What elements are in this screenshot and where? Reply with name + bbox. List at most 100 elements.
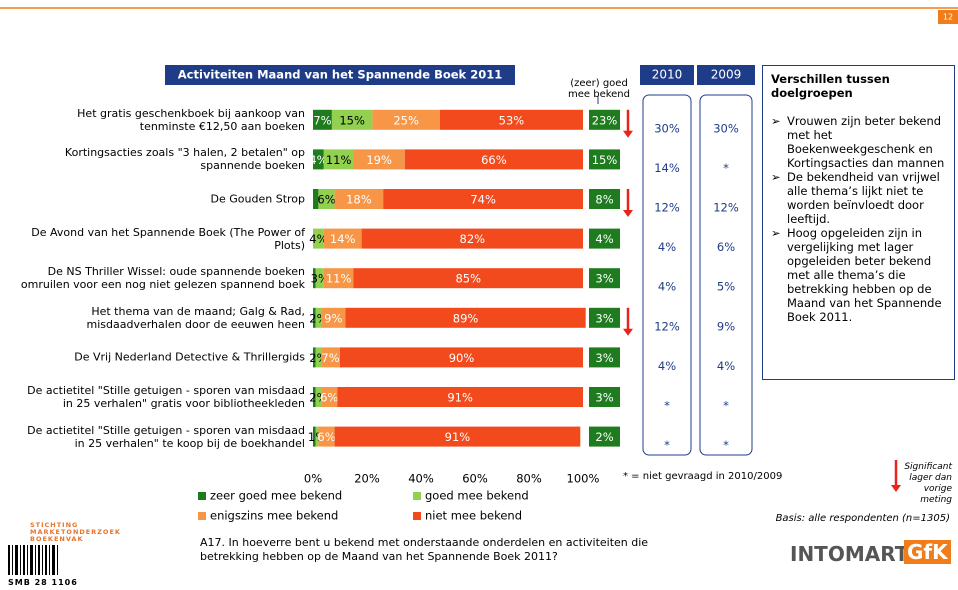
down-arrow-head	[623, 210, 633, 217]
logo-code: SMB 28 1106	[8, 578, 78, 587]
value-label: 18%	[346, 193, 372, 207]
down-arrow-head	[623, 130, 633, 138]
bullet-list: Vrouwen zijn beter bekend met het Boeken…	[771, 114, 946, 324]
known-box	[589, 387, 620, 407]
category-label: De Avond van het Spannende Boek (The Pow…	[31, 225, 305, 252]
known-value: 3%	[595, 311, 613, 325]
value-label: 85%	[455, 272, 481, 286]
year-value: 4%	[658, 280, 676, 294]
bar-segment	[404, 149, 583, 170]
known-value: 23%	[592, 113, 618, 127]
legend-swatch	[413, 492, 421, 500]
page-number: 12	[943, 13, 953, 22]
value-label: 11%	[326, 272, 352, 286]
significance-note: Significant lager dan vorige meting	[904, 462, 952, 505]
category-label: De actietitel "Stille getuigen - sporen …	[27, 423, 305, 450]
year-value: 12%	[654, 201, 680, 215]
bar-segment	[315, 387, 322, 407]
bar-segment	[331, 109, 373, 130]
col-frame	[642, 94, 692, 456]
value-label: 11%	[326, 153, 352, 167]
value-label: 19%	[366, 153, 392, 167]
title-box	[165, 65, 515, 85]
known-box	[589, 228, 620, 249]
category-label: De NS Thriller Wissel: oude spannende bo…	[20, 265, 305, 292]
known-value: 4%	[595, 232, 613, 246]
bullet: De bekendheid van vrijwel alle thema’s l…	[771, 170, 946, 226]
category-label: De Vrij Nederland Detective & Thrillergi…	[74, 350, 305, 364]
year-value: 4%	[717, 359, 735, 373]
bar-segment	[318, 426, 335, 447]
legend-swatch	[198, 512, 206, 520]
value-label: 7%	[321, 351, 339, 365]
value-label: 6%	[317, 193, 335, 207]
value-label: 4%	[309, 232, 327, 246]
bar-segment	[361, 228, 583, 249]
differences-panel: Verschillen tussen doelgroepen Vrouwen z…	[762, 65, 955, 380]
year-header-box	[640, 65, 694, 85]
year-value: 12%	[654, 319, 680, 333]
legend-label: zeer goed mee bekend	[210, 489, 342, 503]
logo-intomart: INTOMART	[790, 542, 909, 566]
year-value: *	[664, 438, 670, 452]
x-tick-label: 80%	[516, 472, 542, 486]
value-label: 91%	[447, 391, 473, 405]
known-value: 15%	[592, 153, 618, 167]
bar-segment	[313, 307, 316, 328]
down-arrow-head	[891, 485, 901, 492]
bar-segment	[323, 268, 354, 289]
bar-segment	[318, 189, 335, 209]
year-header: 2010	[652, 68, 683, 82]
year-value: 4%	[658, 359, 676, 373]
year-value: 14%	[654, 161, 680, 175]
value-label: 90%	[449, 351, 475, 365]
value-label: 6%	[317, 430, 335, 444]
legend-label: goed mee bekend	[425, 489, 529, 503]
known-box	[589, 268, 620, 289]
value-label: 14%	[330, 232, 356, 246]
bar-segment	[323, 228, 362, 249]
category-label: Het gratis geschenkboek bij aankoop van …	[77, 106, 305, 133]
year-value: 5%	[717, 280, 735, 294]
year-value: 12%	[713, 201, 739, 215]
year-value: 30%	[713, 121, 739, 135]
bar-segment	[313, 189, 319, 209]
bar-segment	[315, 426, 319, 447]
known-box	[589, 109, 620, 130]
known-value: 3%	[595, 351, 613, 365]
value-label: 74%	[470, 193, 496, 207]
value-label: 91%	[445, 430, 471, 444]
bar-segment	[313, 426, 316, 447]
bar-segment	[313, 109, 332, 130]
bar-segment	[321, 347, 340, 368]
basis: Basis: alle respondenten (n=1305)	[775, 513, 950, 524]
known-box	[589, 149, 620, 170]
bar-segment	[439, 109, 583, 130]
page-badge	[938, 10, 958, 24]
year-value: 6%	[717, 240, 735, 254]
year-value: 9%	[717, 319, 735, 333]
year-value: *	[723, 399, 729, 413]
panel-title: Verschillen tussen doelgroepen	[771, 72, 890, 100]
year-value: *	[723, 438, 729, 452]
footnote: * = niet gevraagd in 2010/2009	[623, 471, 783, 482]
value-label: 7%	[313, 113, 331, 127]
bullet: Hoog opgeleiden zijn in vergelijking met…	[771, 226, 946, 324]
known-box	[589, 307, 620, 328]
question: A17. In hoeverre bent u bekend met onder…	[200, 536, 649, 563]
bar-segment	[313, 268, 316, 289]
bar-segment	[337, 387, 583, 407]
value-label: 15%	[339, 113, 365, 127]
year-value: *	[723, 161, 729, 175]
bar-segment	[323, 149, 354, 170]
year-value: 4%	[658, 240, 676, 254]
bullet: Vrouwen zijn beter bekend met het Boeken…	[771, 114, 946, 170]
logo-text: STICHTING MARKETONDERZOEK BOEKENVAK	[30, 521, 121, 543]
year-value: 30%	[654, 121, 680, 135]
value-label: 89%	[453, 311, 479, 325]
bar-segment	[340, 347, 583, 368]
x-tick-label: 0%	[304, 472, 322, 486]
x-tick-label: 20%	[354, 472, 380, 486]
legend-label: niet mee bekend	[425, 509, 522, 523]
